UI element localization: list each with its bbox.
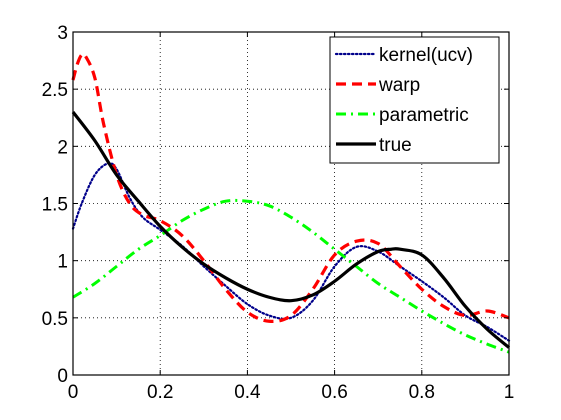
series-group: [71, 52, 511, 354]
x-tick-label: 1: [504, 382, 515, 403]
x-tick-label: 0: [68, 382, 79, 403]
x-tick-label: 0.6: [321, 382, 347, 403]
x-tick-label: 0.8: [409, 382, 435, 403]
y-tick-label: 1: [57, 252, 68, 273]
legend-label: kernel(ucv): [379, 45, 473, 66]
series-line-warp: [71, 52, 510, 323]
y-tick-label: 0.5: [42, 309, 68, 330]
y-tick-label: 0: [57, 366, 68, 387]
legend-label: warp: [378, 75, 420, 96]
y-tick-label: 2: [57, 137, 68, 158]
y-tick-label: 3: [57, 23, 68, 44]
y-tick-label: 2.5: [42, 80, 68, 101]
legend-box: [329, 36, 500, 164]
legend-label: true: [379, 135, 412, 156]
y-tick-label: 1.5: [42, 195, 68, 216]
legend-label: parametric: [379, 105, 469, 126]
legend: kernel(ucv) warp parametric true: [329, 36, 500, 164]
series-line-parametric: [72, 198, 510, 354]
axis-ticks: 0 0.2 0.4 0.6 0.8 1 0 0.5 1 1.5 2 2.5 3: [42, 23, 515, 403]
x-tick-label: 0.4: [234, 382, 261, 403]
series-line-true: [71, 111, 511, 349]
grid: [73, 32, 509, 375]
x-tick-label: 0.2: [147, 382, 173, 403]
